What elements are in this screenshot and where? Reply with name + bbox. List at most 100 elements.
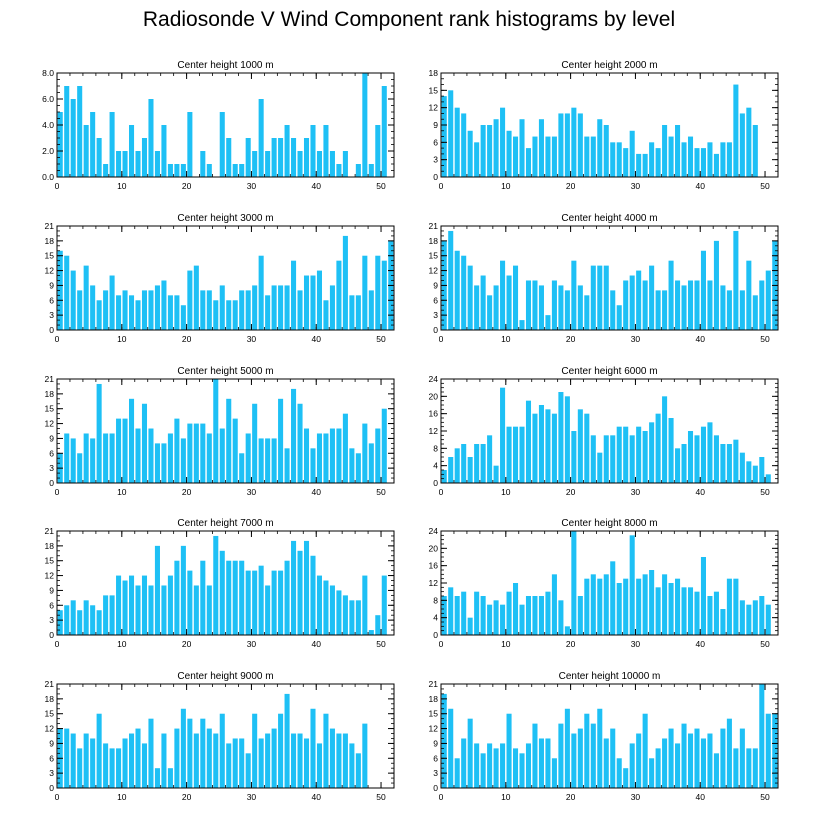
bar: [187, 570, 193, 635]
bar: [109, 112, 115, 177]
bar: [232, 418, 238, 483]
x-tick-label: 50: [760, 181, 770, 191]
bar: [180, 164, 186, 177]
y-tick-label: 0: [433, 325, 438, 335]
y-tick-label: 12: [429, 578, 439, 588]
x-tick-label: 40: [311, 334, 321, 344]
x-tick-label: 10: [117, 639, 127, 649]
bar: [655, 413, 661, 483]
y-tick-label: 0: [49, 630, 54, 640]
bar: [545, 591, 551, 635]
bar: [500, 107, 506, 177]
y-tick-label: 16: [429, 561, 439, 571]
bar: [506, 713, 512, 788]
bar: [467, 265, 473, 330]
plot-frame: [56, 683, 395, 789]
bar: [454, 250, 460, 330]
bar: [493, 465, 499, 483]
x-tick-label: 20: [566, 334, 576, 344]
bar: [103, 743, 109, 788]
x-tick-label: 10: [501, 334, 511, 344]
bar: [752, 125, 758, 177]
bar: [525, 596, 532, 635]
bar: [154, 545, 160, 635]
bar: [474, 743, 480, 788]
panel-title: Center height 8000 m: [561, 518, 657, 529]
x-tick-label: 0: [439, 334, 444, 344]
bar: [616, 305, 622, 330]
bar: [519, 753, 525, 788]
y-tick-label: 0: [433, 783, 438, 793]
bar: [219, 713, 225, 788]
bar: [765, 604, 771, 635]
bar: [655, 748, 661, 788]
bar: [571, 431, 577, 483]
bar: [629, 275, 635, 330]
bar: [765, 713, 771, 788]
bar: [584, 578, 590, 635]
bar: [265, 151, 271, 177]
bar: [303, 138, 310, 177]
bar: [752, 465, 758, 483]
bar: [278, 285, 284, 330]
bar: [448, 230, 454, 330]
bar: [700, 557, 706, 635]
bar: [187, 270, 193, 330]
bar: [342, 413, 348, 483]
y-tick-label: 3: [49, 768, 54, 778]
bar: [245, 433, 251, 483]
bar: [77, 290, 83, 330]
x-tick-label: 30: [631, 487, 641, 497]
bar: [122, 580, 128, 635]
bar: [375, 125, 381, 177]
bar: [629, 743, 635, 788]
bar: [487, 295, 493, 330]
y-tick-label: 0: [49, 478, 54, 488]
panel-title: Center height 9000 m: [177, 671, 273, 682]
bar: [167, 768, 173, 788]
bar: [70, 99, 76, 177]
bar: [584, 136, 590, 177]
bar: [636, 270, 642, 330]
bar: [590, 435, 596, 483]
panel-7: Center height 7000 m 0 3 6 9 12 15 18 21 0 10 20 30 4…: [45, 518, 395, 649]
bar: [746, 604, 752, 635]
bar: [193, 733, 199, 788]
bar: [64, 433, 70, 483]
bar: [310, 275, 316, 330]
x-tick-label: 50: [760, 792, 770, 802]
bar: [174, 164, 180, 177]
bar: [558, 723, 564, 788]
bar: [493, 748, 499, 788]
bar: [323, 300, 329, 330]
bar: [316, 743, 322, 788]
bar: [577, 113, 583, 177]
bar: [525, 400, 532, 483]
bar: [200, 423, 206, 483]
bar: [161, 443, 167, 483]
bar: [265, 295, 271, 330]
bar: [362, 423, 368, 483]
bar: [493, 285, 499, 330]
bar: [258, 565, 264, 635]
y-tick-label: 0: [49, 783, 54, 793]
plot-frame: [56, 225, 395, 331]
y-tick-label: 20: [429, 543, 439, 553]
bar: [70, 600, 76, 635]
bar: [239, 164, 245, 177]
bar: [57, 250, 63, 330]
bar: [226, 138, 232, 177]
bar: [500, 260, 506, 330]
bar: [649, 758, 655, 788]
bar: [83, 265, 89, 330]
bar: [500, 387, 506, 483]
y-tick-label: 12: [45, 419, 55, 429]
bar: [368, 630, 374, 635]
bar: [200, 151, 206, 177]
bar: [336, 733, 342, 788]
bar: [461, 113, 467, 177]
bar: [329, 285, 335, 330]
x-tick-label: 50: [760, 639, 770, 649]
panel-title: Center height 10000 m: [559, 671, 661, 682]
bar: [513, 136, 519, 177]
